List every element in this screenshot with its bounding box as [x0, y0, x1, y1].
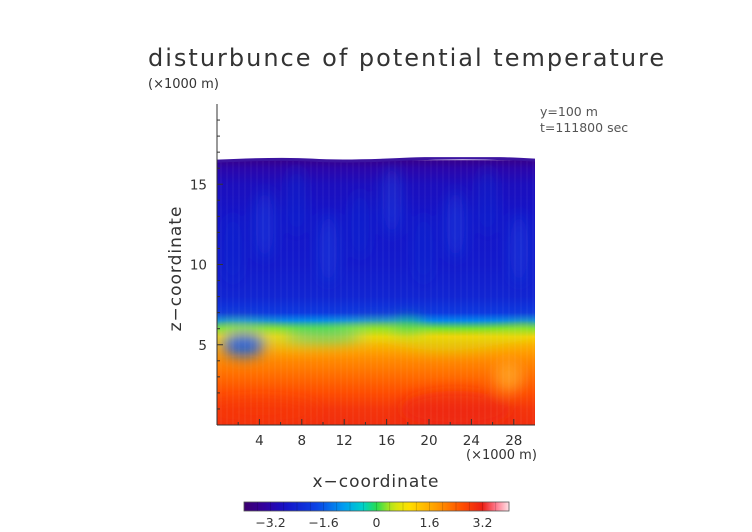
warm-core: [400, 390, 511, 426]
upper-column: [319, 214, 338, 283]
x-tick-label: 24: [463, 433, 480, 449]
cold-pocket: [221, 332, 266, 357]
x-tick-label: 8: [298, 433, 307, 449]
field-layer: [217, 157, 535, 426]
top-rim: [217, 157, 535, 163]
upper-column: [510, 214, 529, 283]
y-tick-label: 15: [190, 177, 207, 193]
warm-pocket: [494, 360, 523, 393]
x-tick-label: 20: [420, 433, 437, 449]
upper-column: [382, 166, 401, 235]
x-axis-label: x−coordinate: [313, 472, 440, 492]
interface-band: [217, 321, 535, 351]
time-label: t=111800 sec: [540, 120, 629, 135]
warm-surface: [217, 400, 320, 425]
z-unit-label: (×1000 m): [148, 77, 219, 92]
x-tick-label: 16: [378, 433, 395, 449]
mixing-region: [283, 327, 363, 344]
upper-column: [255, 190, 274, 259]
colorbar-strip: [243, 501, 510, 512]
upper-column: [351, 190, 370, 259]
x-tick-label: 4: [255, 433, 264, 449]
streak-texture: [220, 160, 534, 425]
chart-title: disturbunce of potential temperature: [148, 44, 667, 72]
mixing-region-2: [391, 318, 424, 333]
upper-column: [414, 214, 433, 283]
colorbar-tick-label: 1.6: [420, 515, 440, 530]
axes: 4 8 12 16 20 24 28 5 10 15 x−coordinate z−coordinat…: [166, 104, 535, 492]
upper-column: [446, 190, 465, 259]
x-tick-label: 12: [336, 433, 353, 449]
y-tick-label: 5: [198, 338, 207, 354]
field-features: [217, 166, 535, 426]
y-tick-label: 10: [190, 258, 207, 274]
colorbar-tick-label: 0: [373, 515, 381, 530]
colorbar-tick-label: −1.6: [308, 515, 338, 530]
upper-column: [287, 166, 306, 235]
y-position-label: y=100 m: [540, 104, 598, 119]
upper-column: [478, 166, 497, 235]
colorbar-tick-label: −3.2: [255, 515, 285, 530]
colorbar-tick-label: 3.2: [473, 515, 493, 530]
y-axis-label: z−coordinate: [166, 206, 186, 332]
x-tick-label: 28: [505, 433, 522, 449]
colorbar: −3.2 −1.6 0 1.6 3.2: [243, 501, 510, 530]
x-unit-label: (×1000 m): [466, 448, 537, 463]
plot-area: [217, 157, 535, 426]
upper-column: [223, 214, 242, 283]
